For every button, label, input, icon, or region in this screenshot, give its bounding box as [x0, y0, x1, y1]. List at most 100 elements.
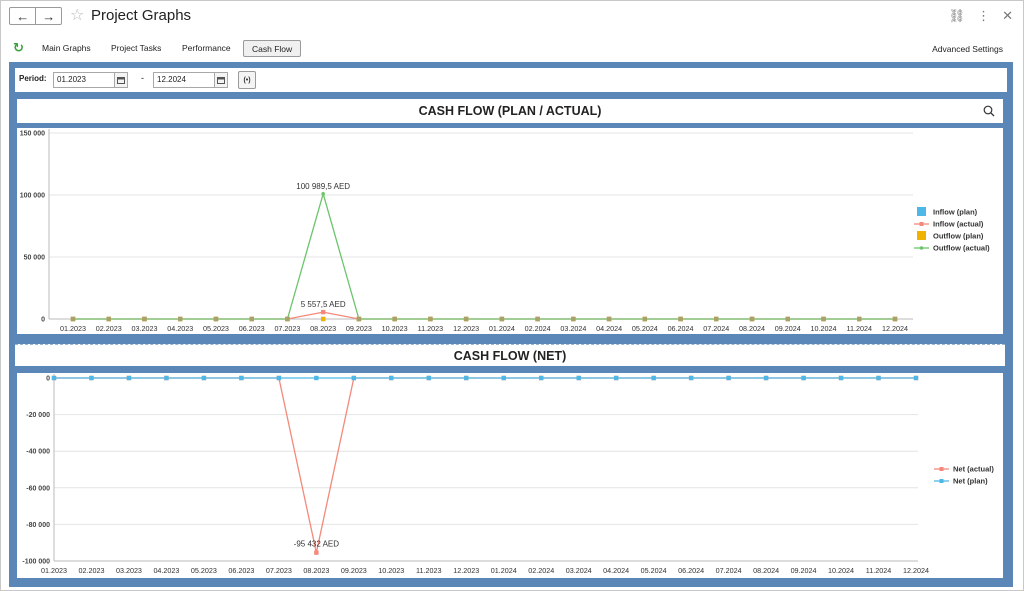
data-point — [142, 316, 147, 322]
series-line — [73, 191, 895, 320]
x-tick-label: 11.2024 — [847, 324, 872, 333]
x-tick-label: 08.2024 — [739, 324, 765, 333]
legend-label: Outflow (actual) — [933, 244, 990, 253]
zoom-icon[interactable] — [983, 105, 995, 117]
y-tick-label: -100 000 — [22, 559, 50, 566]
x-tick-label: 10.2023 — [378, 566, 404, 575]
forward-button[interactable]: → — [35, 8, 61, 24]
legend-marker — [919, 222, 924, 226]
chart-title: CASH FLOW (NET) — [453, 349, 567, 363]
y-tick-label: -40 000 — [26, 449, 50, 456]
link-icon[interactable]: ⛓ — [948, 8, 966, 23]
x-tick-label: 01.2023 — [60, 324, 86, 333]
x-tick-label: 02.2023 — [96, 324, 122, 333]
more-icon[interactable]: ⋮ — [977, 8, 991, 23]
data-point — [913, 375, 919, 381]
data-point — [763, 375, 769, 381]
data-point — [838, 375, 844, 381]
tab-main-graphs[interactable]: Main Graphs — [42, 43, 91, 53]
data-point — [249, 316, 254, 322]
cash-flow-plan-actual-header: CASH FLOW (PLAN / ACTUAL) — [17, 99, 1003, 123]
data-point — [613, 375, 619, 381]
arrow-left-icon: ← — [16, 8, 30, 24]
x-tick-label: 01.2023 — [41, 566, 67, 575]
broadcast-icon: (•) — [243, 76, 251, 84]
x-tick-label: 03.2023 — [131, 324, 157, 333]
x-tick-label: 03.2024 — [566, 566, 592, 575]
x-tick-label: 03.2023 — [116, 566, 142, 575]
legend-label: Net (plan) — [953, 477, 988, 486]
chart-title: CASH FLOW (PLAN / ACTUAL) — [418, 104, 602, 118]
data-point — [213, 316, 219, 322]
x-tick-label: 12.2023 — [453, 324, 479, 333]
data-point — [178, 316, 183, 322]
advanced-settings-link[interactable]: Advanced Settings — [932, 44, 1003, 54]
period-from-calendar-button[interactable] — [114, 72, 128, 88]
x-tick-label: 04.2023 — [153, 566, 179, 575]
data-point — [201, 375, 207, 381]
y-tick-label: -80 000 — [26, 522, 50, 529]
data-point — [606, 316, 612, 322]
data-point — [276, 375, 282, 381]
x-tick-label: 07.2024 — [716, 566, 742, 575]
data-point — [642, 316, 648, 322]
refresh-icon[interactable]: ↻ — [13, 40, 24, 55]
x-tick-label: 04.2023 — [167, 324, 193, 333]
x-tick-label: 05.2024 — [632, 324, 658, 333]
data-point — [320, 316, 326, 322]
cash-flow-plan-actual-chart: 0 50 000 100 000 150 000 01.2023 02.2023 03.20… — [17, 128, 1003, 334]
y-tick-label: 0 — [46, 376, 50, 383]
data-label: -95 432 AED — [294, 540, 340, 549]
data-point — [464, 375, 469, 381]
star-icon[interactable]: ☆ — [70, 7, 85, 24]
y-tick-label: 50 000 — [24, 255, 46, 262]
data-point — [70, 316, 76, 322]
x-tick-label: 02.2024 — [525, 324, 551, 333]
cash-flow-net-header: CASH FLOW (NET) — [15, 344, 1005, 366]
data-point — [714, 316, 719, 322]
x-tick-label: 07.2024 — [703, 324, 729, 333]
data-point — [857, 316, 862, 322]
legend-marker — [919, 246, 924, 250]
nav-buttons: ← → — [9, 7, 62, 25]
window-tools: ⛓ ⋮ ✕ — [949, 7, 1013, 25]
data-point — [801, 375, 806, 381]
tabs-row: ↻ Main Graphs Project Tasks Performance … — [1, 39, 1023, 59]
x-tick-label: 04.2024 — [603, 566, 629, 575]
tab-cash-flow[interactable]: Cash Flow — [243, 40, 302, 57]
calendar-icon — [117, 77, 125, 84]
data-point — [239, 375, 244, 381]
period-to-input[interactable]: 12.2024 — [153, 72, 215, 88]
page-title: Project Graphs — [91, 7, 192, 24]
data-point — [876, 375, 881, 381]
data-point — [356, 316, 362, 322]
data-point — [314, 550, 319, 555]
data-point — [389, 375, 394, 381]
tab-performance[interactable]: Performance — [182, 43, 231, 53]
period-to-calendar-button[interactable] — [214, 72, 228, 88]
x-tick-label: 11.2024 — [866, 566, 891, 575]
data-point — [351, 375, 357, 381]
y-tick-label: -60 000 — [26, 485, 50, 492]
period-label: Period: — [19, 74, 47, 83]
close-icon[interactable]: ✕ — [1002, 8, 1013, 23]
x-tick-label: 06.2023 — [228, 566, 254, 575]
data-point — [749, 316, 755, 322]
x-tick-label: 04.2024 — [596, 324, 622, 333]
back-button[interactable]: ← — [10, 8, 35, 24]
x-tick-label: 02.2024 — [528, 566, 554, 575]
x-tick-label: 09.2023 — [346, 324, 372, 333]
data-label: 5 557,5 AED — [301, 300, 346, 309]
tab-project-tasks[interactable]: Project Tasks — [111, 43, 162, 53]
x-tick-label: 08.2023 — [310, 324, 336, 333]
data-point — [571, 316, 576, 322]
data-point — [501, 375, 506, 381]
data-point — [651, 375, 656, 381]
data-point — [499, 316, 505, 322]
period-from-input[interactable]: 01.2023 — [53, 72, 115, 88]
data-point — [535, 316, 540, 322]
data-point — [321, 191, 325, 196]
apply-period-button[interactable]: (•) — [238, 71, 256, 89]
data-point — [726, 375, 731, 381]
data-point — [126, 375, 132, 381]
